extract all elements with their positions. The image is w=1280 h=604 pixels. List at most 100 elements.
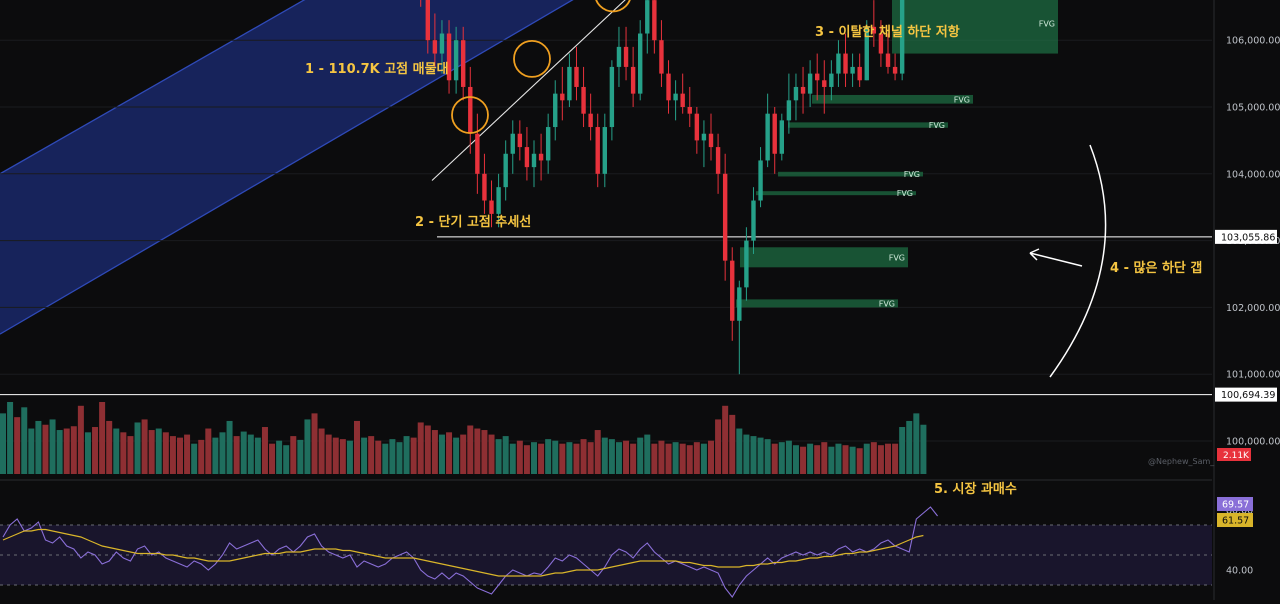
volume-bar xyxy=(750,436,757,474)
volume-bar xyxy=(615,442,622,474)
volume-bar xyxy=(488,434,495,474)
volume-bar xyxy=(311,413,318,474)
candle-body xyxy=(510,133,515,154)
candle-body xyxy=(602,127,607,174)
candle-body xyxy=(892,66,898,74)
candle-body xyxy=(878,33,884,54)
volume-bar xyxy=(297,439,304,474)
rsi-value-tag xyxy=(1217,497,1253,511)
volume-bar xyxy=(56,430,63,474)
volume-bar xyxy=(184,434,191,474)
volume-bar xyxy=(84,432,91,474)
fvg-zone xyxy=(756,191,916,196)
volume-bar xyxy=(127,436,134,474)
volume-bar xyxy=(792,445,799,474)
candle-body xyxy=(694,113,700,141)
price-tick-label: 104,000.00 xyxy=(1226,169,1280,180)
price-axis[interactable]: 100,000.00101,000.00102,000.00103,000.00… xyxy=(1213,0,1280,600)
volume-bar xyxy=(14,417,21,474)
volume-bar xyxy=(205,428,212,474)
volume-bar xyxy=(523,445,530,474)
candle-body xyxy=(871,26,877,34)
candle-body xyxy=(715,147,721,174)
candle-body xyxy=(574,66,579,87)
rsi-tick-label: 40.00 xyxy=(1226,566,1253,577)
candle-body xyxy=(751,200,756,241)
volume-bar xyxy=(417,422,424,474)
candle-body xyxy=(836,53,841,74)
candle-body xyxy=(673,93,678,101)
fvg-zone xyxy=(892,0,1058,54)
candle-body xyxy=(489,200,494,214)
candles xyxy=(420,0,905,375)
candle-body xyxy=(807,73,813,94)
candle-body xyxy=(638,33,643,94)
gap-arrow-line xyxy=(1029,252,1083,267)
volume-bar xyxy=(177,437,183,474)
highlight-circles xyxy=(451,0,631,134)
highlight-circle xyxy=(513,40,551,78)
candle-body xyxy=(609,66,615,128)
volume-bar xyxy=(800,446,807,474)
annotation-3: 3 - 이탈한 채널 하단 저항 xyxy=(815,24,960,40)
volume-bar xyxy=(764,439,771,474)
volume-bar xyxy=(198,439,205,474)
highlight-circle xyxy=(595,0,631,13)
volume-bar xyxy=(495,439,502,474)
candle-body xyxy=(531,153,537,168)
candle-body xyxy=(524,147,530,168)
volume-bar xyxy=(835,443,842,474)
volume-bar xyxy=(474,428,481,474)
volume-bar xyxy=(99,402,106,474)
candle-body xyxy=(496,187,501,214)
rsi-line xyxy=(2,506,938,598)
level-price-tag xyxy=(1215,229,1277,244)
volume-bar xyxy=(396,442,403,474)
volume-bar xyxy=(686,445,693,474)
volume-bar xyxy=(212,437,219,474)
price-tick-label: 101,000.00 xyxy=(1226,370,1280,381)
volume-bar xyxy=(587,442,594,474)
annotation-4: 4 - 많은 하단 갭 xyxy=(1110,260,1202,276)
volume-bar xyxy=(899,427,906,474)
volume-bar xyxy=(431,430,438,474)
volume-bar xyxy=(240,431,247,474)
volume-bar xyxy=(438,434,445,474)
rsi-pane xyxy=(0,479,1212,598)
volume-bar xyxy=(573,443,580,474)
candle-body xyxy=(623,46,629,67)
volume-bar xyxy=(729,414,736,474)
price-tick-label: 106,000.00 xyxy=(1226,36,1280,47)
candle-body xyxy=(864,26,869,81)
volume-bar xyxy=(552,440,559,474)
volume-bar xyxy=(545,439,552,474)
volume-bar xyxy=(608,439,615,474)
rsi-ma-value-tag xyxy=(1217,513,1253,527)
volume-bar xyxy=(92,427,99,474)
volume-bar xyxy=(254,437,261,474)
candle-body xyxy=(432,40,438,54)
volume-bar xyxy=(169,436,176,474)
volume-bar xyxy=(920,424,927,474)
volume-bar xyxy=(722,405,729,474)
volume-bar xyxy=(318,428,325,474)
candle-body xyxy=(630,66,636,94)
candle-body xyxy=(560,93,565,101)
volume-bar xyxy=(35,420,42,474)
volume-bar xyxy=(141,419,148,474)
volume-bar xyxy=(148,430,155,474)
candle-body xyxy=(517,133,523,148)
candle-body xyxy=(701,133,707,141)
volume-bar xyxy=(233,436,240,474)
volume-bar xyxy=(42,424,49,474)
candle-body xyxy=(829,73,834,87)
horizontal-levels xyxy=(0,236,1212,396)
volume-bar xyxy=(580,439,587,474)
volume-bar xyxy=(446,432,453,474)
volume-bar xyxy=(785,440,792,474)
volume-bar xyxy=(410,437,417,474)
candle-body xyxy=(538,153,544,161)
volume-bar xyxy=(658,440,665,474)
